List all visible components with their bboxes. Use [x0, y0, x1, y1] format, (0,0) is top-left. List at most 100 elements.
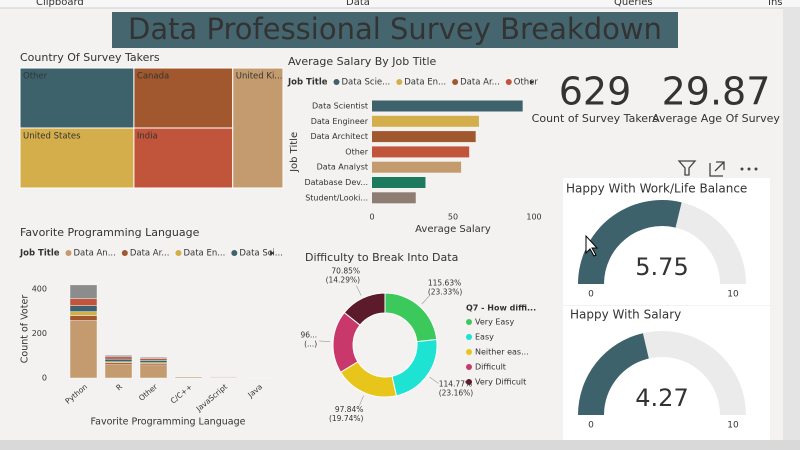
data-label: 70.85% — [331, 267, 360, 276]
gauge-tick-label: 10 — [727, 290, 739, 300]
leader-line — [359, 395, 364, 406]
bar — [372, 146, 470, 158]
y-tick-label: Student/Looki... — [305, 193, 368, 202]
more-options-icon[interactable] — [740, 167, 758, 171]
bar — [372, 192, 416, 204]
ribbon-label: Clipboard — [36, 0, 84, 8]
leader-line — [429, 376, 439, 384]
legend-marker — [121, 250, 128, 256]
x-tick-label: 50 — [448, 213, 458, 222]
chart-title: Happy With Salary — [570, 308, 681, 322]
ribbon-label: Ins — [768, 0, 783, 8]
y-tick-label: Data Engineer — [311, 117, 369, 126]
chart-title: Country Of Survey Takers — [20, 51, 160, 64]
ribbon — [0, 0, 800, 8]
y-tick-label: Other — [345, 147, 368, 156]
legend-marker — [65, 250, 72, 256]
y-tick-label: 0 — [42, 374, 47, 383]
ribbon-label: Data — [346, 0, 370, 8]
legend-more[interactable]: ▸ — [270, 249, 275, 259]
bar-segment — [139, 362, 168, 365]
legend-label: Very Easy — [475, 318, 514, 327]
legend-marker — [466, 334, 472, 340]
data-label: (23.33%) — [428, 288, 463, 297]
dashboard-title: Data Professional Survey Breakdown — [128, 12, 662, 46]
data-label: (...) — [304, 339, 317, 348]
legend-label: Data Ar... — [460, 78, 500, 88]
card-value: 29.87 — [662, 70, 771, 114]
chart-title: Difficulty to Break Into Data — [305, 251, 458, 264]
y-tick-label: 400 — [32, 284, 47, 293]
bar — [372, 177, 426, 188]
y-axis-title: Count of Voter — [20, 295, 31, 364]
legend-label: Data Ar... — [130, 249, 170, 259]
leader-line — [319, 340, 331, 342]
ribbon-label: Queries — [614, 0, 653, 8]
x-tick-label: R — [114, 382, 124, 392]
bar-segment — [139, 357, 168, 359]
card-label: Count of Survey Takers — [532, 112, 659, 125]
bar — [372, 161, 462, 173]
legend-label: Data Scie... — [342, 78, 391, 88]
legend-marker — [505, 79, 512, 85]
status-bar — [0, 440, 800, 450]
y-tick-label: Data Analyst — [317, 163, 368, 172]
bar-segment — [139, 365, 168, 379]
bar-segment — [104, 358, 133, 362]
legend-more[interactable]: ▸ — [530, 78, 535, 88]
y-tick-label: Database Dev... — [304, 178, 368, 187]
gauge-tick-label: 0 — [588, 421, 594, 431]
legend-marker — [466, 379, 472, 385]
treemap-tile — [133, 127, 234, 189]
y-axis-title: Job Title — [289, 132, 300, 173]
chart-title: Average Salary By Job Title — [288, 55, 437, 68]
data-label: (19.74%) — [329, 414, 364, 423]
legend-marker — [231, 250, 238, 256]
chart-title: Happy With Work/Life Balance — [566, 182, 747, 196]
bar — [372, 115, 479, 127]
side-pane — [783, 8, 800, 440]
card-label: Average Age Of Survey — [652, 112, 780, 125]
legend-label: Data An... — [74, 249, 116, 259]
bar-segment — [69, 320, 98, 379]
bar — [372, 100, 523, 112]
x-axis-title: Average Salary — [415, 224, 491, 235]
data-label: 115.63% — [428, 279, 461, 288]
title-banner — [112, 12, 678, 48]
legend-label: Other — [514, 78, 539, 88]
gauge-tick-label: 0 — [588, 290, 594, 300]
gauge-tick-label: 10 — [727, 421, 739, 431]
x-tick-label: 0 — [369, 213, 374, 222]
legend-marker — [466, 364, 472, 370]
y-tick-label: 200 — [32, 329, 47, 338]
legend-marker — [175, 250, 182, 256]
gauge-value — [578, 199, 682, 284]
data-label: (14.29%) — [326, 276, 361, 285]
data-label: 97.84% — [335, 405, 364, 414]
legend-marker — [396, 79, 403, 85]
legend-title: Job Title — [287, 78, 328, 88]
donut-segment — [343, 292, 386, 326]
legend-marker — [466, 349, 472, 355]
legend-label: Data Sci... — [239, 249, 283, 259]
gauge-value — [578, 333, 649, 415]
x-axis-title: Favorite Programming Language — [91, 417, 246, 428]
legend-marker — [452, 79, 459, 85]
y-tick-label: Data Architect — [310, 132, 368, 141]
focus-icon[interactable] — [709, 161, 725, 177]
data-label: 114.77% — [439, 379, 472, 388]
filter-icon[interactable] — [677, 160, 697, 176]
bar-segment — [139, 358, 168, 361]
legend-title: Job Title — [19, 249, 60, 259]
legend-marker — [466, 319, 472, 325]
x-tick-label: 100 — [526, 213, 541, 222]
y-tick-label: Data Scientist — [312, 102, 368, 111]
treemap-label: United Ki... — [236, 72, 283, 82]
bar-segment — [139, 363, 168, 366]
treemap-label: India — [137, 132, 158, 142]
bar-segment — [69, 315, 98, 321]
treemap-label: Canada — [137, 72, 169, 82]
treemap-tile — [19, 127, 135, 189]
